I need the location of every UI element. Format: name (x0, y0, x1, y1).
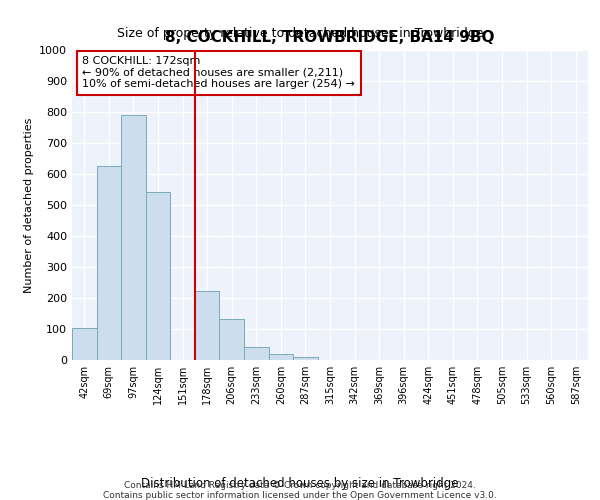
Bar (72, 328, 97, 360)
Title: 8, COCKHILL, TROWBRIDGE, BA14 9BQ: 8, COCKHILL, TROWBRIDGE, BA14 9BQ (165, 30, 495, 44)
Bar (146, 192, 170, 360)
Y-axis label: Number of detached properties: Number of detached properties (23, 118, 34, 292)
Text: Contains HM Land Registry data © Crown copyright and database right 2024.
Contai: Contains HM Land Registry data © Crown c… (103, 480, 497, 500)
Text: Distribution of detached houses by size in Trowbridge: Distribution of detached houses by size … (141, 477, 459, 490)
Bar (244, 346, 269, 360)
Bar (121, 115, 146, 360)
Bar (269, 354, 293, 360)
Bar (195, 291, 220, 360)
Text: Size of property relative to detached houses in Trowbridge: Size of property relative to detached ho… (117, 28, 483, 40)
Bar (220, 319, 244, 360)
Text: 8 COCKHILL: 172sqm
← 90% of detached houses are smaller (2,211)
10% of semi-deta: 8 COCKHILL: 172sqm ← 90% of detached hou… (82, 56, 355, 90)
Bar (293, 357, 318, 360)
Bar (97, 166, 121, 360)
